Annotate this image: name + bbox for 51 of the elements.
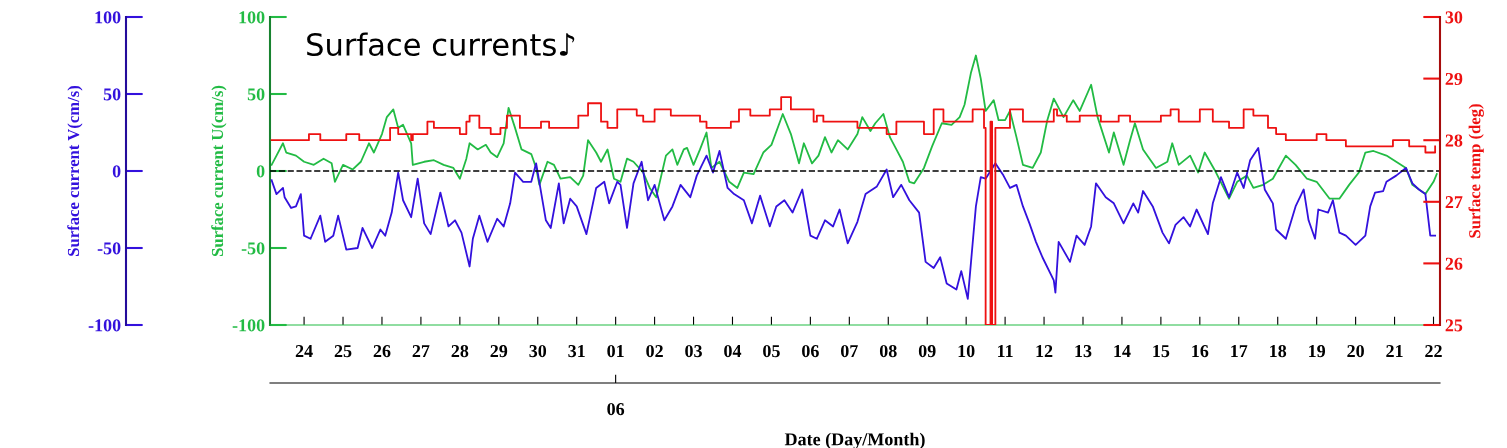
x-tick-label: 29 [490,345,508,358]
x-tick-label: 13 [1075,345,1092,358]
y-axis-title: Surface current V(cm/s) [67,85,83,256]
y2-tick-label: -100 [232,319,265,332]
x-tick-label: 04 [724,344,742,358]
x-tick-label: 26 [373,345,391,358]
y2-tick-label: 50 [247,88,265,101]
x-tick-label: 05 [763,344,780,358]
x-tick-label: 21 [1386,345,1403,357]
x-tick-label: 24 [295,345,313,357]
y-tick-label: -100 [88,319,121,332]
x-tick-label: 28 [451,344,469,358]
y-tick-label: 0 [112,165,121,178]
y3-tick-label: 29 [1445,72,1463,86]
x-tick-label: 14 [1114,345,1131,357]
y2-axis-title: Surface current U(cm/s) [211,85,227,257]
y3-tick-label: 25 [1445,319,1463,332]
y-tick-label: 50 [103,88,121,101]
chart-title: Surface currents♪ [307,32,575,57]
x-tick-label: 03 [685,344,702,358]
x-tick-label: 27 [412,345,430,357]
y3-tick-label: 30 [1445,11,1463,24]
x-tick-label: 17 [1231,345,1248,357]
x-tick-label: 16 [1192,345,1209,358]
x-tick-label: 12 [1036,345,1053,357]
y-tick-label: -50 [97,242,121,255]
x-tick-label: 18 [1270,344,1287,358]
y2-tick-label: 100 [239,11,265,24]
y3-tick-label: 26 [1445,257,1463,270]
x-tick-label: 25 [334,345,352,358]
y3-tick-label: 27 [1445,196,1463,209]
x-tick-label: 11 [998,345,1013,357]
x-tick-label: 19 [1309,345,1326,358]
x-tick-label: 06 [802,344,819,358]
y2-tick-label: 0 [256,165,265,178]
x-tick-label: 30 [529,344,547,358]
x-tick-label: 20 [1347,344,1364,358]
x-tick-label: 10 [958,344,975,358]
x-tick-label: 31 [568,345,585,358]
y3-tick-label: 28 [1445,134,1463,147]
annotation: 06 [607,402,625,416]
x-tick-label: 07 [840,344,858,358]
x-tick-label: 09 [918,344,936,358]
y2-tick-label: -50 [241,242,265,255]
y3-axis-title: Surface temp (deg) [1468,104,1484,238]
x-tick-label: 01 [607,344,624,358]
x-tick-label: 02 [646,344,663,358]
x-tick-label: 15 [1153,345,1170,358]
x-tick-label: 22 [1425,345,1442,357]
x-tick-label: 08 [879,344,897,358]
y-tick-label: 100 [95,11,121,24]
